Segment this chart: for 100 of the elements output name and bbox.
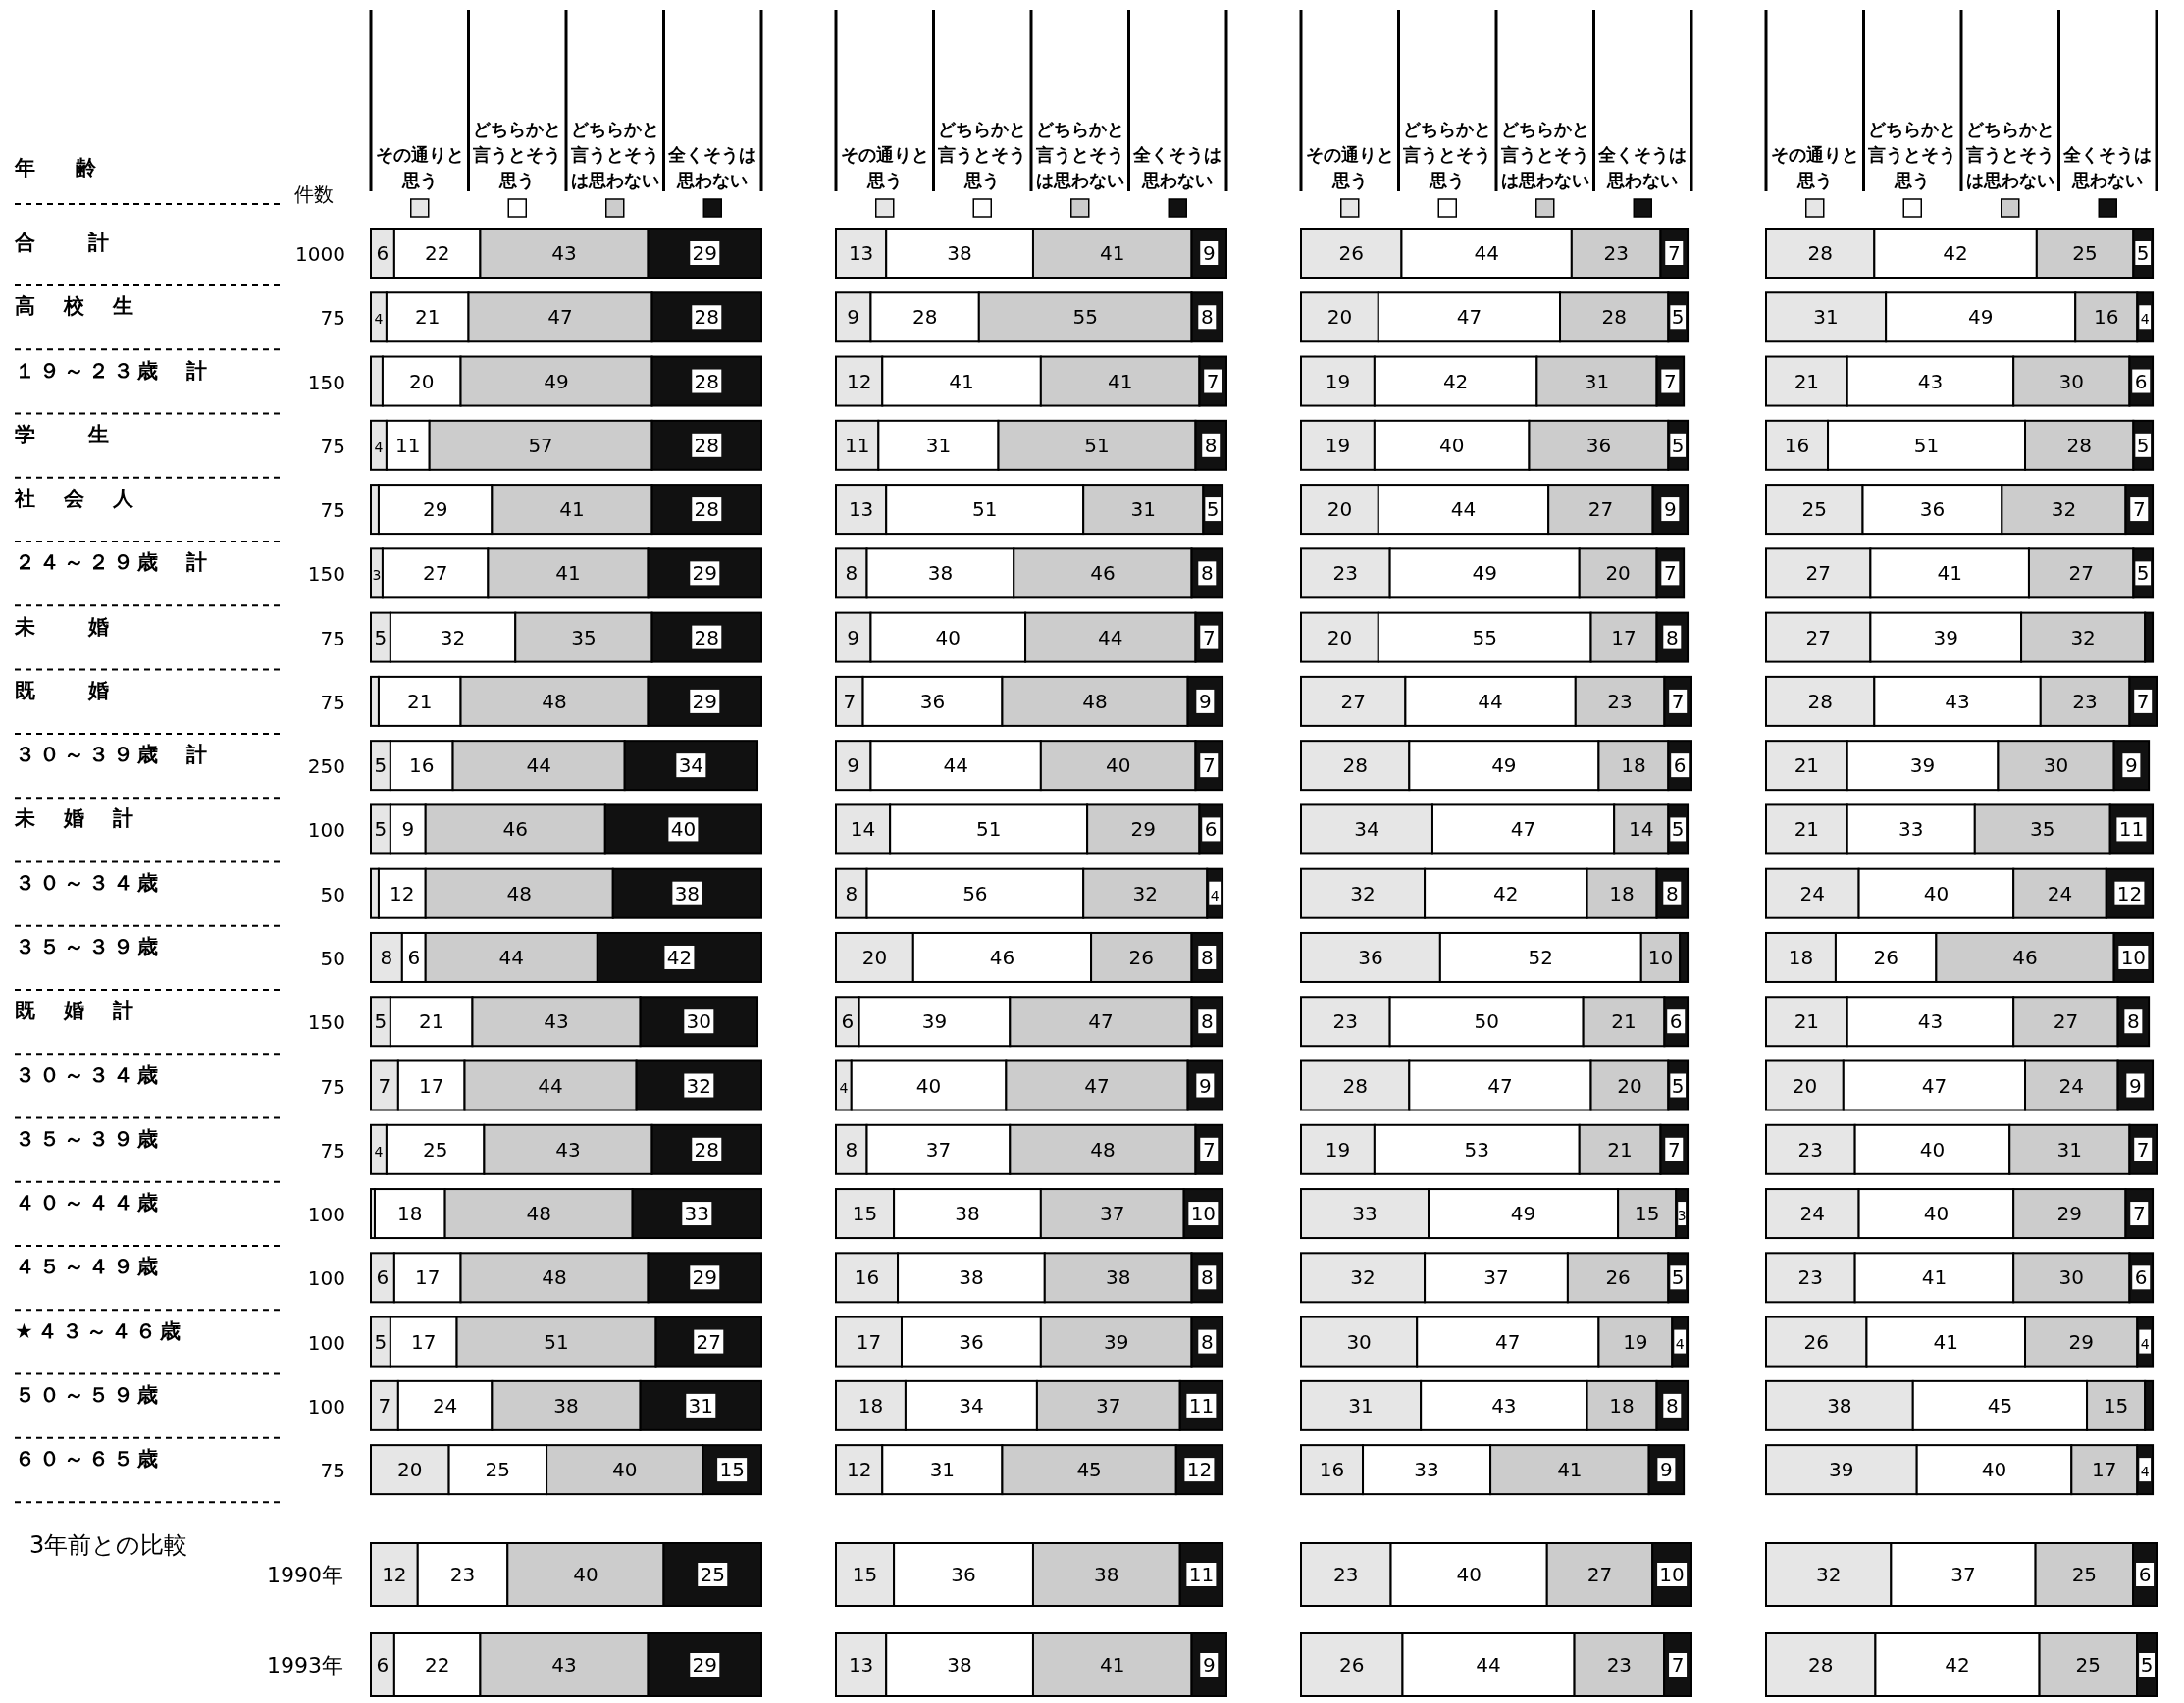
- data-label: 38: [674, 881, 701, 905]
- data-label: 33: [1898, 817, 1924, 842]
- data-label: 30: [1346, 1329, 1372, 1354]
- data-label: 10: [1647, 945, 1674, 969]
- data-label: 38: [927, 561, 954, 586]
- data-label: 31: [1130, 497, 1156, 522]
- data-label: 37: [1483, 1265, 1509, 1290]
- data-label: 41: [1937, 561, 1962, 586]
- data-label: 51: [971, 497, 998, 522]
- data-label: 48: [526, 1202, 551, 1226]
- y-tick-label: 合 計: [14, 231, 113, 254]
- data-label: 26: [1128, 945, 1155, 969]
- data-label: 8: [1204, 433, 1218, 457]
- data-label: 16: [1784, 433, 1810, 457]
- data-label: 9: [1198, 689, 1212, 713]
- data-label: 20: [1617, 1073, 1642, 1098]
- data-label: 47: [1487, 1073, 1513, 1098]
- data-label: 24: [1799, 881, 1826, 905]
- data-label: 48: [542, 689, 567, 713]
- data-label: 44: [498, 945, 525, 969]
- data-label: 5: [2140, 1653, 2154, 1677]
- data-label: 7: [1202, 625, 1216, 649]
- data-label: 31: [1584, 369, 1610, 393]
- data-label: 38: [947, 241, 972, 265]
- data-label: 13: [848, 241, 874, 265]
- data-label: 32: [2051, 497, 2077, 522]
- data-label: 23: [1332, 1009, 1359, 1034]
- data-label: 25: [422, 1137, 448, 1161]
- data-label: 5: [374, 817, 388, 842]
- data-label: 56: [962, 881, 988, 905]
- data-label: 9: [847, 305, 860, 330]
- text: 100: [307, 1394, 345, 1419]
- data-label: 20: [1326, 497, 1353, 522]
- data-label: 5: [1671, 1073, 1685, 1098]
- y-tick-label: 社 会 人: [14, 487, 137, 511]
- data-label: 49: [1510, 1202, 1536, 1226]
- data-label: 21: [418, 1009, 444, 1034]
- data-label: 43: [551, 241, 577, 265]
- data-label: 41: [1100, 1653, 1125, 1677]
- data-label: 51: [975, 817, 1002, 842]
- data-label: 12: [1186, 1458, 1213, 1482]
- data-label: 28: [1342, 753, 1368, 778]
- data-label: 3: [1677, 1208, 1687, 1224]
- y-tick-label: 既 婚: [15, 678, 113, 702]
- data-label: 13: [848, 497, 874, 522]
- data-label: 15: [852, 1202, 878, 1226]
- data-label: 47: [1084, 1073, 1110, 1098]
- data-label: 16: [2094, 305, 2119, 330]
- data-label: 47: [1921, 1073, 1948, 1098]
- text: 100: [307, 818, 345, 843]
- data-label: 12: [2116, 881, 2143, 905]
- data-label: 49: [544, 369, 569, 393]
- data-label: 8: [1200, 945, 1214, 969]
- data-label: 30: [2058, 369, 2085, 393]
- data-label: 7: [1206, 369, 1220, 393]
- data-label: 21: [1607, 1137, 1633, 1161]
- data-label: 40: [1919, 1137, 1946, 1161]
- data-label: 23: [1332, 561, 1359, 586]
- legend-entry: どちらかと言うとそうは思わない: [570, 119, 659, 218]
- data-label: 48: [542, 1265, 567, 1290]
- data-label: 44: [1476, 1653, 1501, 1677]
- y-tick-label: ３０～３９歳 計: [15, 743, 211, 767]
- data-label: 10: [1190, 1202, 1217, 1226]
- data-label: 5: [1671, 305, 1685, 330]
- data-label: 15: [1634, 1202, 1660, 1226]
- data-label: 40: [935, 625, 961, 649]
- data-label: 38: [955, 1202, 980, 1226]
- data-label: 28: [1807, 689, 1833, 713]
- data-label: 40: [1923, 881, 1950, 905]
- data-label: 42: [1945, 1653, 1970, 1677]
- data-label: 36: [919, 689, 946, 713]
- data-label: 21: [407, 689, 433, 713]
- data-label: 27: [696, 1329, 721, 1354]
- data-label: 12: [390, 881, 415, 905]
- data-label: 18: [1621, 753, 1646, 778]
- data-label: 6: [2134, 369, 2148, 393]
- data-label: 28: [694, 433, 720, 457]
- data-label: 32: [1132, 881, 1158, 905]
- data-label: 36: [951, 1563, 976, 1586]
- data-label: 23: [1797, 1265, 1824, 1290]
- data-label: 27: [1805, 625, 1831, 649]
- data-label: 29: [692, 1653, 718, 1677]
- data-label: 33: [684, 1202, 710, 1226]
- data-label: 9: [1660, 1458, 1673, 1482]
- data-label: 27: [1340, 689, 1366, 713]
- data-label: 26: [1339, 1653, 1365, 1677]
- data-label: 23: [1603, 241, 1629, 265]
- data-label: 41: [949, 369, 974, 393]
- data-label: 20: [1326, 625, 1353, 649]
- y-axis-title: 年 齢: [14, 156, 106, 180]
- data-label: 7: [1202, 1137, 1216, 1161]
- data-label: 6: [376, 1653, 390, 1677]
- data-label: 31: [925, 433, 952, 457]
- data-label: 41: [559, 497, 585, 522]
- data-label: 32: [1815, 1563, 1842, 1586]
- data-label: 19: [1325, 1137, 1351, 1161]
- data-label: 11: [844, 433, 870, 457]
- data-label: 43: [544, 1009, 569, 1034]
- data-label: 20: [861, 945, 888, 969]
- legend-entry: どちらかと言うとそうは思わない: [1500, 119, 1589, 218]
